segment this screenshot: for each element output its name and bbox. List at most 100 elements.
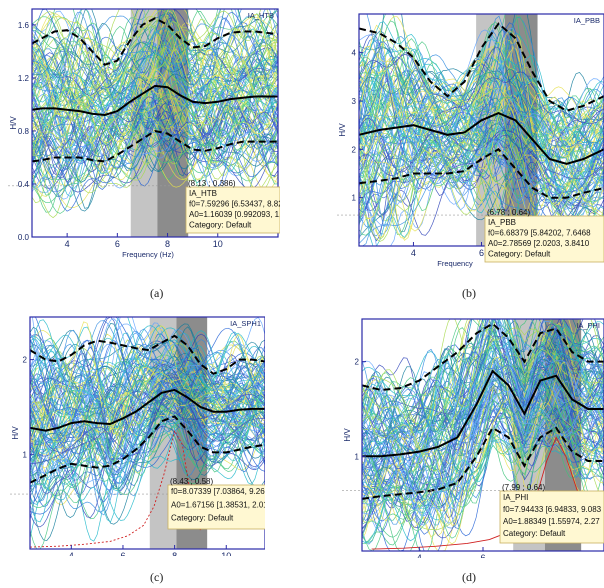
window-curve [30, 403, 265, 488]
window-curve [30, 383, 265, 493]
window-curve [362, 351, 604, 452]
window-curve [359, 88, 604, 151]
window-curve [32, 97, 278, 143]
chart-svg: 4 6 1 2 3 4 IA_PBB Frequency H/V IA_PBB f0=6.68379… [337, 10, 604, 268]
tooltip-line: f0=7.94433 [6.94833, 9.083 [503, 505, 602, 514]
window-curve [362, 319, 604, 427]
window-curve [359, 85, 604, 227]
y-tick-label: 1.2 [18, 74, 30, 83]
window-curve [30, 380, 265, 486]
plot-area [362, 319, 604, 551]
tooltip-box [167, 484, 265, 530]
plot-frame [31, 8, 279, 238]
window-curve [32, 27, 278, 108]
tooltip: IA_HTB f0=7.59296 [6.53437, 8.82305]A0=1.… [185, 186, 280, 234]
window-curve [359, 88, 604, 178]
window-curve [30, 371, 265, 443]
window-curve [362, 327, 604, 472]
window-curve [359, 22, 604, 164]
window-curves [30, 317, 265, 549]
window-curve [32, 44, 278, 131]
plot-frame [29, 316, 265, 550]
window-curve [359, 23, 604, 158]
y-tick-label: 4 [352, 49, 357, 58]
window-curve [362, 319, 604, 424]
window-curve [32, 80, 278, 163]
window-curve [359, 49, 604, 137]
window-curve [359, 108, 604, 204]
window-curve [362, 393, 604, 503]
window-curve [30, 416, 265, 549]
plot-area [32, 9, 278, 237]
window-curve [30, 317, 265, 398]
window-curve [362, 319, 604, 432]
chart-title: IA_SPH1 [230, 319, 261, 328]
tooltip-box [499, 490, 604, 544]
y-axis-label: H/V [338, 123, 347, 137]
window-curve [359, 29, 604, 138]
x-tick-label: 4 [411, 248, 416, 258]
window-curve [32, 94, 278, 158]
window-curve [32, 96, 278, 174]
y-tick-label: 2 [352, 145, 357, 154]
window-curve [32, 93, 278, 193]
window-curve [30, 345, 265, 404]
window-curve [30, 380, 265, 451]
window-curve [32, 52, 278, 176]
red-curve [30, 429, 201, 548]
window-curve [32, 41, 278, 99]
window-curve [30, 323, 265, 393]
window-curve [30, 386, 265, 465]
upper-std-curve [32, 17, 278, 66]
caption-c: (c) [150, 570, 164, 584]
window-curve [359, 79, 604, 177]
window-curve [359, 21, 604, 111]
window-curve [362, 344, 604, 435]
y-tick-label: 1 [23, 450, 28, 459]
window-curve [30, 389, 265, 475]
x-tick-label: 10 [213, 239, 223, 249]
tooltip-coords: (8.13 ; 0.386) [188, 179, 236, 188]
y-axis-label: H/V [343, 428, 352, 442]
window-curve [362, 358, 604, 522]
window-curve [30, 343, 265, 420]
window-curve [362, 319, 604, 458]
window-curve [362, 319, 604, 430]
window-curves [32, 9, 278, 219]
window-curve [32, 111, 278, 189]
window-curve [35, 317, 265, 416]
window-curve [359, 147, 604, 238]
window-curve [32, 89, 278, 163]
chart-title: IA_HTB [248, 11, 274, 20]
tooltip-line: Category: Default [171, 514, 234, 523]
x-tick-label: 8 [165, 239, 170, 249]
window-curve [359, 45, 604, 141]
window-curve [32, 81, 278, 188]
window-curve [32, 9, 278, 104]
window-curve [32, 317, 265, 424]
x-tick-label: 4 [65, 239, 70, 249]
window-curve [359, 33, 604, 183]
x-tick-label: 6 [479, 248, 484, 258]
tooltip-coords: (6.78 ; 0.64) [487, 208, 530, 217]
window-curve [362, 379, 604, 551]
window-curve [359, 130, 604, 241]
window-curve [32, 96, 278, 157]
window-curve [30, 346, 265, 444]
chart-svg: 4 6 8 10 0.0 0.4 0.8 1.2 1.6 IA_HTB Frequency (Hz)… [8, 5, 280, 269]
y-tick-label: 2 [355, 358, 360, 367]
window-curve [32, 9, 278, 117]
window-curve [32, 105, 278, 185]
window-curve [362, 350, 604, 502]
tooltip-line: IA_PBB [488, 218, 516, 227]
window-curve [32, 111, 278, 196]
tooltip: IA_PHI f0=7.94433 [6.94833, 9.083 A0=1.883… [499, 490, 604, 544]
window-curve [359, 72, 604, 161]
tooltip-line: A0=1.67156 [1.38531, 2.01696] [171, 500, 265, 509]
window-curve [30, 325, 265, 420]
mean-curve [32, 84, 278, 117]
mean-curve [30, 388, 265, 432]
tooltip-line: Category: Default [503, 529, 566, 538]
window-curve [362, 319, 604, 445]
